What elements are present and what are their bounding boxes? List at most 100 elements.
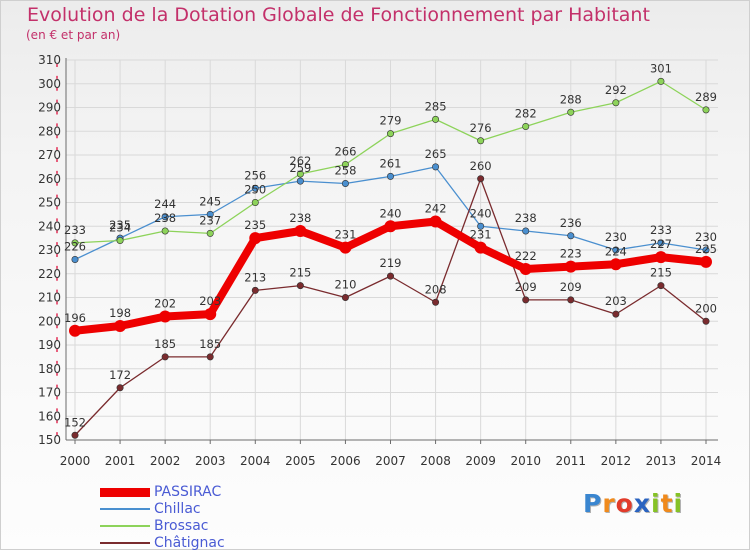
y-tick-label: 280: [38, 124, 61, 138]
data-label-brossac: 237: [199, 213, 221, 227]
y-tick-label: 270: [38, 148, 61, 162]
data-point-ch-tignac: [432, 298, 440, 306]
data-label-chillac: 256: [244, 168, 266, 182]
x-tick-label: 2004: [240, 454, 271, 468]
data-label-chillac: 233: [650, 223, 672, 237]
data-label-brossac: 234: [109, 221, 131, 235]
x-tick-label: 2014: [691, 454, 722, 468]
data-label-brossac: 266: [334, 145, 356, 159]
data-point-passirac: [609, 258, 622, 271]
y-tick-label: 150: [38, 433, 61, 447]
data-label-passirac: 224: [605, 244, 627, 258]
data-point-brossac: [161, 227, 169, 235]
data-point-chillac: [71, 255, 79, 263]
data-label-brossac: 250: [244, 183, 266, 197]
data-point-passirac: [69, 324, 81, 337]
data-point-brossac: [296, 170, 304, 178]
data-point-chillac: [477, 222, 485, 230]
logo-letter: o: [615, 489, 634, 518]
y-tick-label: 260: [38, 172, 61, 186]
y-tick-label: 190: [38, 338, 61, 352]
x-tick-label: 2001: [105, 454, 136, 468]
data-point-ch-tignac: [567, 296, 575, 304]
data-label-ch-tignac: 203: [605, 294, 627, 308]
data-label-chillac: 258: [334, 164, 356, 178]
data-point-ch-tignac: [702, 317, 710, 325]
legend-swatch: [100, 508, 150, 510]
data-point-passirac: [159, 310, 172, 323]
data-label-brossac: 301: [650, 61, 672, 75]
data-label-ch-tignac: 219: [380, 256, 402, 270]
x-tick-label: 2008: [420, 454, 451, 468]
data-point-brossac: [477, 137, 485, 145]
data-point-chillac: [386, 172, 394, 180]
data-label-ch-tignac: 200: [695, 301, 717, 315]
data-point-chillac: [567, 232, 575, 240]
chart-subtitle: (en € et par an): [26, 28, 121, 42]
data-label-ch-tignac: 213: [244, 270, 266, 284]
y-tick-label: 230: [38, 243, 61, 257]
data-label-ch-tignac: 215: [289, 266, 311, 280]
data-point-chillac: [432, 163, 440, 171]
x-tick-label: 2005: [285, 454, 316, 468]
data-point-brossac: [251, 199, 259, 207]
data-label-passirac: 235: [244, 218, 266, 232]
data-label-brossac: 289: [695, 90, 717, 104]
data-label-ch-tignac: 210: [334, 278, 356, 292]
data-label-brossac: 262: [289, 154, 311, 168]
data-point-ch-tignac: [386, 272, 394, 280]
series-lines: [69, 77, 712, 439]
y-tick-label: 290: [38, 101, 61, 115]
data-label-passirac: 196: [64, 311, 86, 325]
data-label-chillac: 259: [289, 161, 311, 175]
data-point-passirac: [519, 263, 532, 275]
data-point-chillac: [296, 177, 304, 185]
data-label-passirac: 198: [109, 306, 131, 320]
data-point-chillac: [657, 239, 665, 247]
data-point-passirac: [474, 241, 487, 254]
data-point-brossac: [386, 130, 394, 138]
data-point-ch-tignac: [251, 286, 259, 294]
data-point-brossac: [116, 237, 124, 245]
data-label-chillac: 238: [515, 211, 537, 225]
legend-label: Chillac: [154, 501, 201, 517]
proxiti-logo: Proxiti: [583, 489, 683, 518]
logo-letter: t: [660, 489, 674, 518]
y-tick-label: 250: [38, 196, 61, 210]
data-label-brossac: 282: [515, 107, 537, 121]
grid-lines: [66, 59, 718, 441]
data-point-passirac: [384, 220, 397, 233]
data-label-chillac: 236: [560, 216, 582, 230]
data-label-passirac: 222: [515, 249, 537, 263]
data-point-passirac: [249, 232, 262, 245]
data-point-ch-tignac: [206, 353, 214, 361]
data-point-ch-tignac: [296, 282, 304, 290]
data-point-brossac: [522, 123, 530, 131]
data-label-passirac: 242: [425, 202, 447, 216]
data-label-passirac: 231: [334, 228, 356, 242]
y-tick-label: 210: [38, 291, 61, 305]
data-point-passirac: [564, 260, 577, 273]
data-point-passirac: [654, 251, 667, 264]
data-point-chillac: [522, 227, 530, 235]
data-label-passirac: 227: [650, 237, 672, 251]
data-point-passirac: [429, 215, 442, 228]
data-label-brossac: 288: [560, 92, 582, 106]
legend-swatch: [100, 525, 150, 527]
data-point-ch-tignac: [116, 384, 124, 392]
data-point-ch-tignac: [657, 282, 665, 290]
data-point-ch-tignac: [341, 293, 349, 301]
data-point-brossac: [567, 108, 575, 116]
data-point-ch-tignac: [477, 175, 485, 183]
data-point-brossac: [432, 115, 440, 123]
x-tick-label: 2013: [646, 454, 677, 468]
data-label-chillac: 240: [470, 206, 492, 220]
data-point-brossac: [71, 239, 79, 247]
data-point-brossac: [341, 161, 349, 169]
data-label-passirac: 225: [695, 242, 717, 256]
data-point-passirac: [204, 308, 217, 321]
data-label-brossac: 276: [470, 121, 492, 135]
data-point-chillac: [612, 246, 620, 254]
